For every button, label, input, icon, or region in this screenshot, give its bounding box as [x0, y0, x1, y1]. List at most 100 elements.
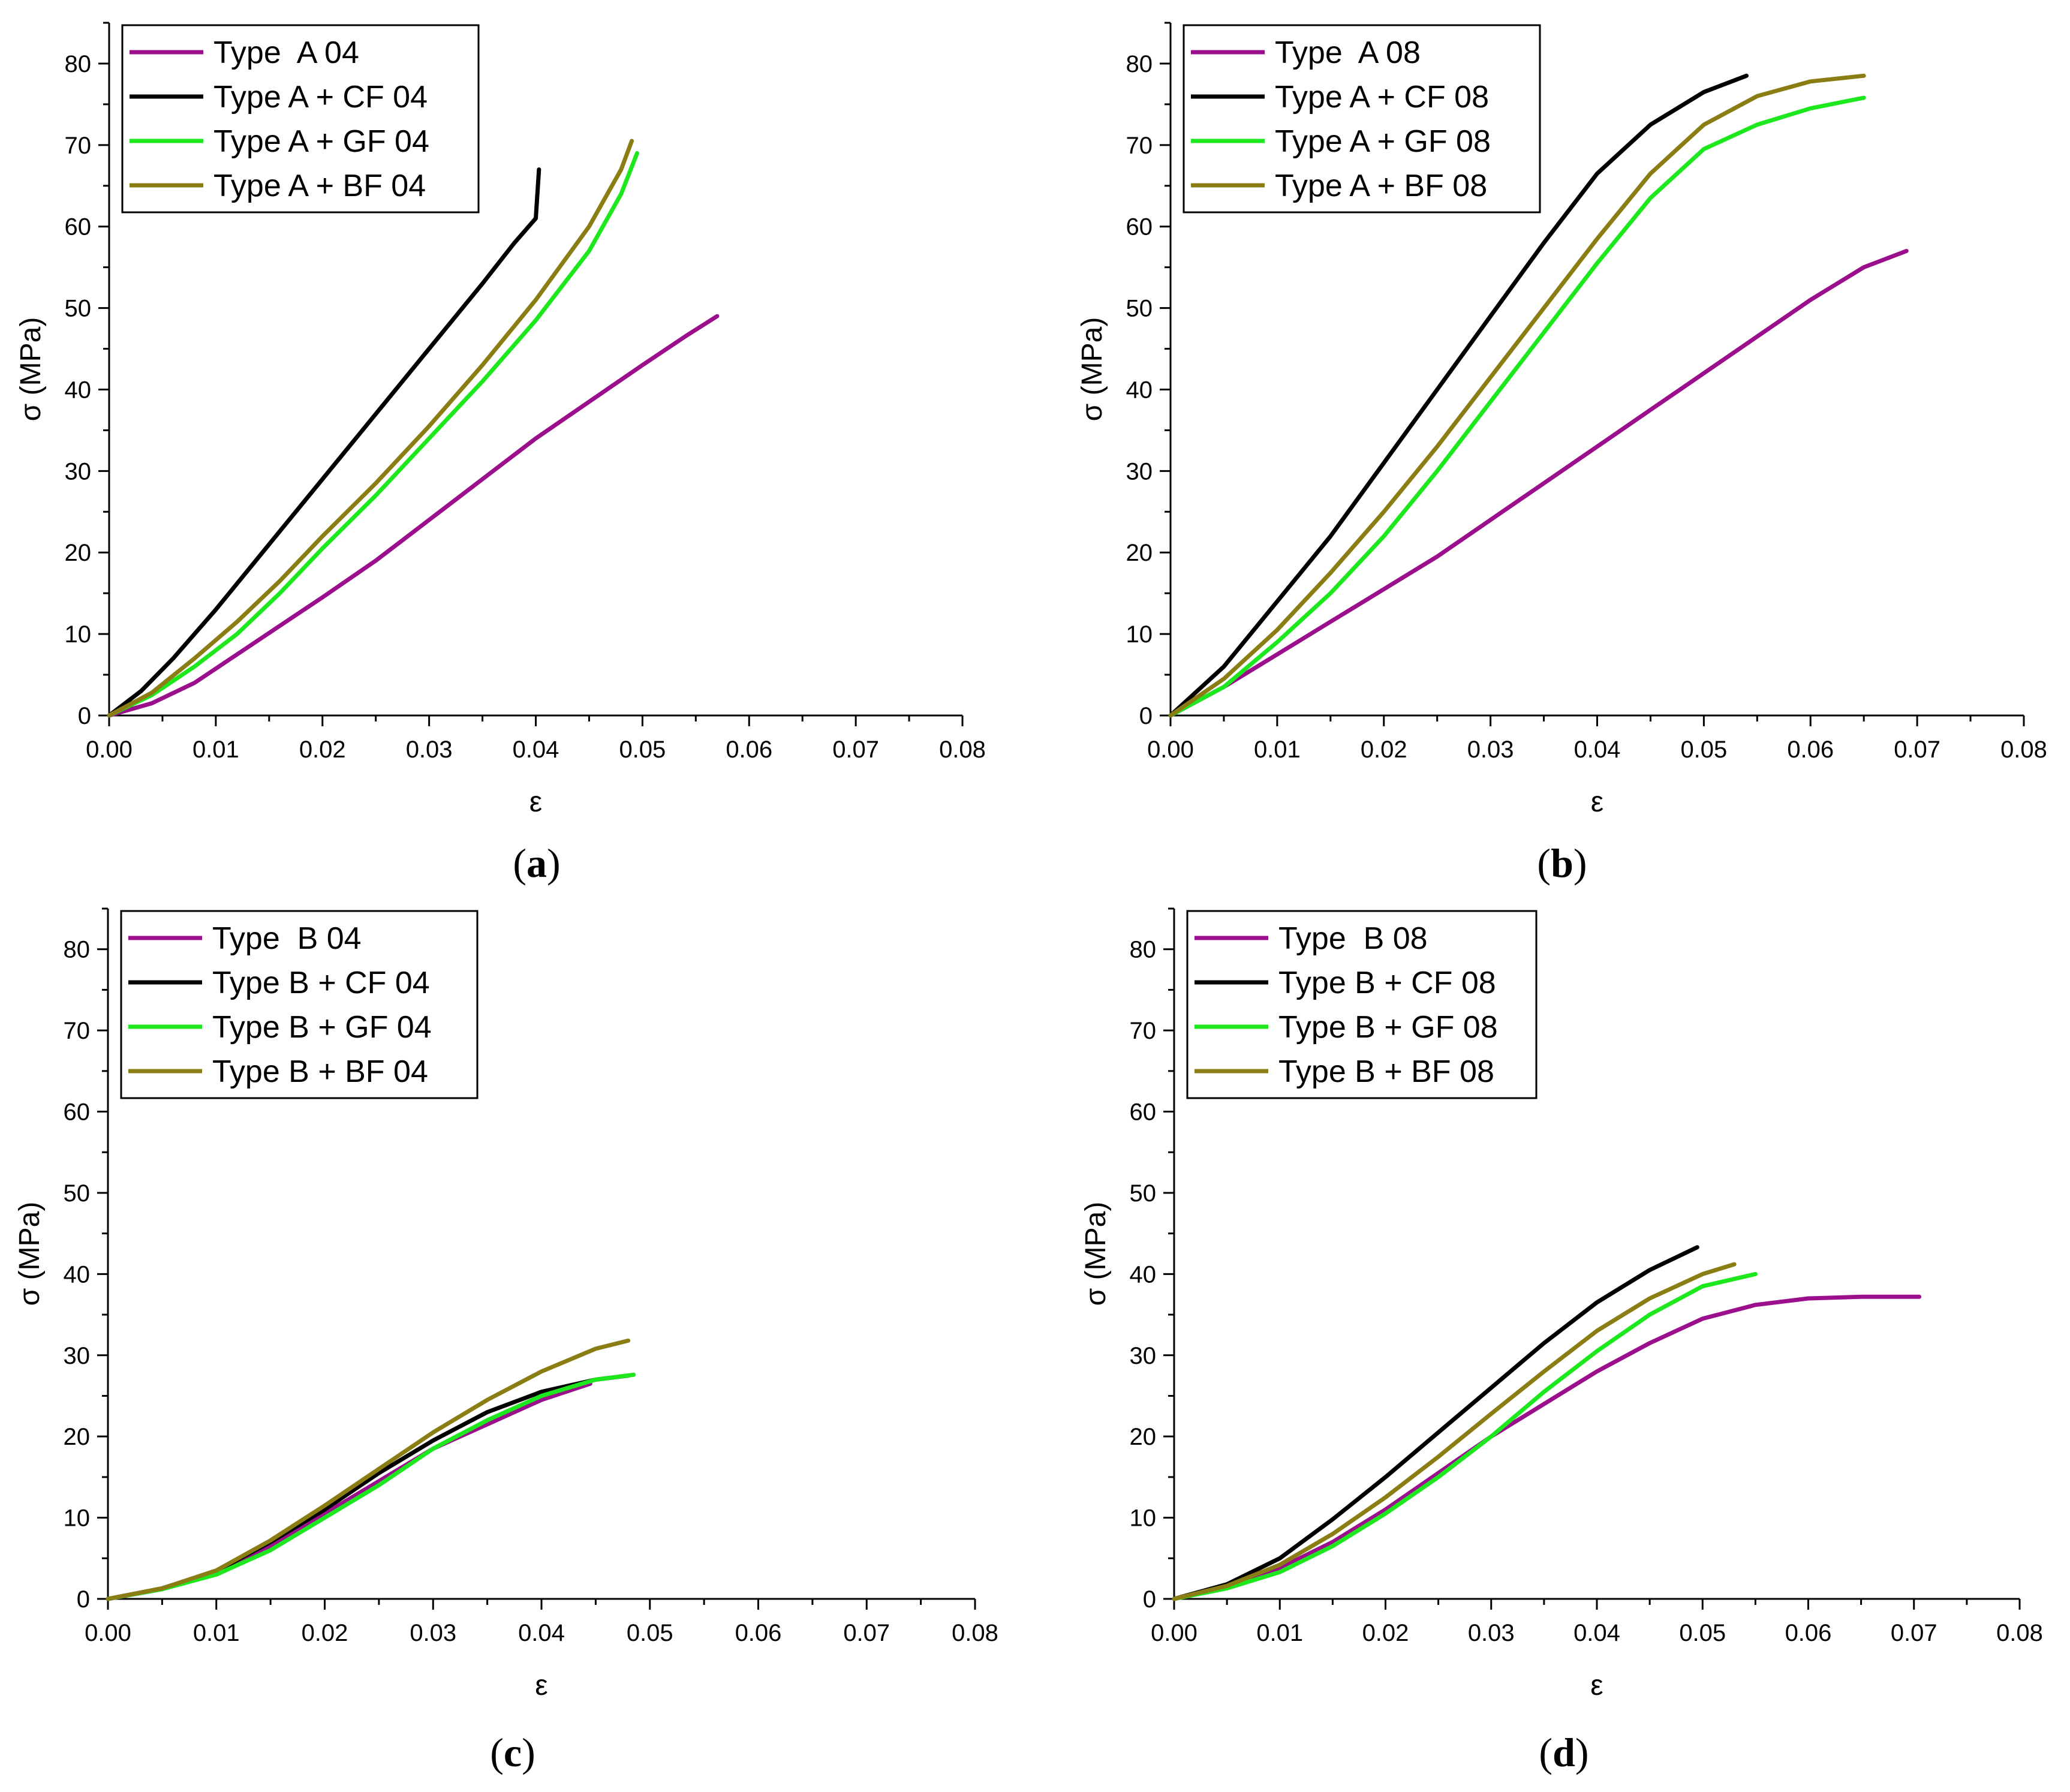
y-tick-label: 0	[77, 1586, 90, 1613]
y-tick-label: 30	[1130, 1343, 1157, 1369]
series-line-3	[1172, 1271, 1758, 1601]
chart-b: 0.00 0.01 0.02 0.03 0.04 0.05 0.06 0.07 0.08 0 10 2…	[1076, 22, 2047, 818]
x-tick-label: 0.01	[192, 736, 239, 763]
series-line-4	[106, 1338, 631, 1601]
x-tick-label: 0.08	[939, 736, 986, 763]
y-tick-label: 40	[65, 377, 92, 403]
x-tick-label: 0.04	[1573, 1620, 1620, 1646]
panel-c: 0.00 0.01 0.02 0.03 0.04 0.05 0.06 0.07 0.08 0 10 2…	[0, 894, 1035, 1789]
legend-label: Type A + CF 04	[213, 80, 428, 115]
y-tick-label: 80	[1130, 937, 1157, 963]
legend-box	[1186, 910, 1538, 1099]
x-tick-label: 0.01	[1256, 1620, 1303, 1646]
legend-box	[121, 24, 480, 214]
y-tick-label: 10	[1126, 621, 1153, 648]
legend-label: Type A + GF 08	[1275, 124, 1491, 159]
legend: Type B 08 Type B + CF 08 Type B + GF 08 Typ…	[1186, 910, 1538, 1099]
caption-letter-a: a	[526, 840, 547, 886]
series-line-2	[1168, 73, 1749, 718]
y-tick-label: 20	[65, 540, 92, 566]
x-tick-label: 0.06	[726, 736, 772, 763]
y-tick-label: 10	[1130, 1505, 1157, 1532]
y-tick-label: 0	[1139, 703, 1153, 729]
panel-a: 0.00 0.01 0.02 0.03 0.04 0.05 0.06 0.07 0.08 0 10 2…	[0, 0, 1035, 894]
y-tick-label: 60	[64, 1099, 91, 1126]
y-axis-title: σ (MPa)	[15, 317, 47, 422]
caption-letter-d: d	[1553, 1730, 1575, 1775]
x-tick-label: 0.03	[1467, 736, 1514, 763]
x-axis-title: ε	[1591, 786, 1603, 818]
y-axis-title: σ (MPa)	[1076, 317, 1108, 422]
series-line-3	[107, 151, 639, 718]
y-tick-label: 30	[1126, 458, 1153, 485]
legend-label: Type B + CF 04	[212, 966, 430, 1000]
x-tick-label: 0.06	[735, 1620, 782, 1646]
legend-label: Type A + GF 04	[213, 124, 429, 159]
y-tick-label: 10	[64, 1505, 91, 1532]
chart-d: 0.00 0.01 0.02 0.03 0.04 0.05 0.06 0.07 0.08 0 10 2…	[1080, 907, 2043, 1701]
x-tick-label: 0.04	[1574, 736, 1621, 763]
x-tick-label: 0.02	[1361, 736, 1407, 763]
x-axis-title: ε	[1590, 1670, 1603, 1701]
caption-c: (c)	[490, 1730, 535, 1775]
y-tick-label: 50	[1130, 1180, 1157, 1207]
x-tick-label: 0.02	[299, 736, 346, 763]
y-tick-label: 0	[78, 703, 91, 729]
y-tick-label: 60	[1126, 214, 1153, 240]
y-tick-label: 40	[64, 1261, 91, 1288]
y-tick-label: 30	[64, 1343, 91, 1369]
legend-label: Type B + BF 04	[212, 1054, 428, 1089]
series-line-1	[1172, 1294, 1922, 1601]
x-tick-label: 0.07	[1891, 1620, 1937, 1646]
y-axis-title: σ (MPa)	[14, 1202, 46, 1306]
y-tick-label: 20	[64, 1424, 91, 1450]
y-tick-label: 30	[65, 458, 92, 485]
x-tick-label: 0.03	[406, 736, 453, 763]
x-tick-label: 0.02	[1362, 1620, 1409, 1646]
caption-letter-c: c	[503, 1730, 522, 1775]
legend-label: Type A 04	[213, 35, 359, 70]
y-tick-label: 50	[64, 1180, 91, 1207]
series-line-4	[107, 139, 634, 718]
caption-a: (a)	[513, 840, 561, 886]
legend-label: Type A + CF 08	[1275, 80, 1489, 115]
legend-label: Type A + BF 08	[1275, 169, 1487, 203]
legend-label: Type B + CF 08	[1278, 966, 1496, 1000]
series-line-4	[1168, 73, 1866, 718]
x-tick-label: 0.00	[1151, 1620, 1198, 1646]
x-tick-label: 0.05	[1679, 1620, 1726, 1646]
x-tick-label: 0.06	[1785, 1620, 1832, 1646]
x-tick-label: 0.05	[1680, 736, 1727, 763]
y-tick-label: 70	[65, 133, 92, 159]
x-tick-label: 0.03	[410, 1620, 456, 1646]
legend-label: Type B + GF 08	[1278, 1010, 1498, 1045]
series-line-3	[106, 1372, 636, 1601]
panel-d: 0.00 0.01 0.02 0.03 0.04 0.05 0.06 0.07 0.08 0 10 2…	[1035, 894, 2070, 1789]
caption-letter-b: b	[1551, 840, 1573, 886]
series-line-1	[1168, 249, 1909, 718]
legend-label: Type A + BF 04	[213, 169, 426, 203]
legend-label: Type B 08	[1278, 921, 1428, 956]
x-axis-title: ε	[535, 1670, 547, 1701]
legend-label: Type B 04	[212, 921, 362, 956]
caption-d: (d)	[1539, 1730, 1589, 1775]
y-tick-label: 10	[65, 621, 92, 648]
x-tick-label: 0.01	[1254, 736, 1301, 763]
series-line-2	[107, 167, 541, 718]
y-tick-label: 20	[1130, 1424, 1157, 1450]
y-tick-label: 70	[1126, 133, 1153, 159]
y-tick-label: 50	[1126, 296, 1153, 322]
x-tick-label: 0.05	[627, 1620, 673, 1646]
series-line-3	[1168, 95, 1866, 718]
y-axis-title: σ (MPa)	[1080, 1202, 1112, 1306]
series-line-1	[107, 314, 720, 718]
series-line-2	[1172, 1245, 1699, 1601]
y-tick-label: 70	[1130, 1018, 1157, 1044]
x-tick-label: 0.00	[1147, 736, 1194, 763]
caption-b: (b)	[1537, 840, 1587, 886]
y-tick-label: 0	[1143, 1586, 1156, 1613]
x-axis-title: ε	[529, 786, 542, 818]
y-tick-label: 40	[1126, 377, 1153, 403]
x-tick-label: 0.01	[193, 1620, 240, 1646]
x-tick-label: 0.08	[2000, 736, 2047, 763]
